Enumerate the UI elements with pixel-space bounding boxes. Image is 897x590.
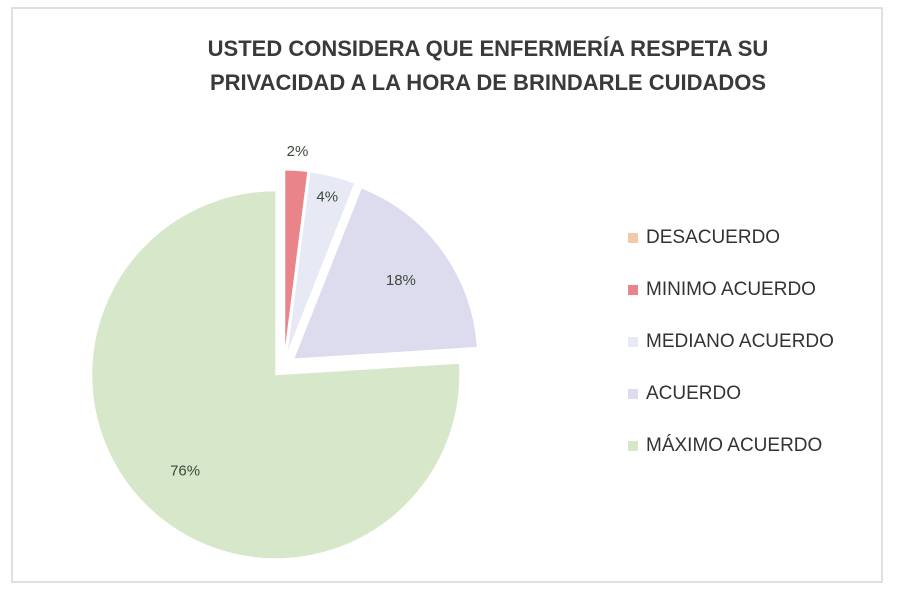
legend-swatch bbox=[628, 337, 638, 347]
chart-title: PRIVACIDAD A LA HORA DE BRINDARLE CUIDAD… bbox=[210, 70, 766, 95]
pie-slice bbox=[91, 190, 461, 560]
data-label: 4% bbox=[316, 189, 338, 206]
pie-slice bbox=[292, 187, 478, 360]
legend-swatch bbox=[628, 233, 638, 243]
pie-slice bbox=[284, 169, 309, 355]
data-label: 18% bbox=[386, 272, 416, 289]
legend-label: ACUERDO bbox=[646, 383, 741, 404]
legend-swatch bbox=[628, 285, 638, 295]
legend-swatch bbox=[628, 389, 638, 399]
pie-slice bbox=[286, 171, 356, 355]
legend-label: MINIMO ACUERDO bbox=[646, 279, 816, 300]
legend-label: MÁXIMO ACUERDO bbox=[646, 435, 822, 456]
legend-swatch bbox=[628, 441, 638, 451]
legend-label: DESACUERDO bbox=[646, 227, 780, 248]
data-label: 76% bbox=[170, 462, 200, 479]
data-label: 2% bbox=[287, 143, 309, 160]
chart-title: USTED CONSIDERA QUE ENFERMERÍA RESPETA S… bbox=[208, 36, 769, 61]
legend-label: MEDIANO ACUERDO bbox=[646, 331, 834, 352]
